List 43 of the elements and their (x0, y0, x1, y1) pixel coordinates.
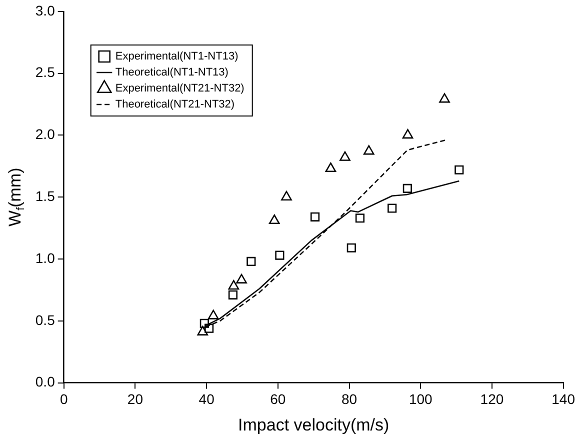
point (228, 290, 238, 300)
y-tick-label: 2.5 (35, 64, 56, 80)
legend-label: Experimental(NT1-NT13) (115, 50, 238, 63)
point (363, 145, 374, 155)
point (439, 93, 450, 103)
point (200, 318, 209, 328)
legend-label: Theoretical(NT21-NT32) (115, 98, 235, 111)
point (402, 129, 414, 139)
legend-label: Experimental(NT21-NT32) (115, 82, 244, 95)
point (281, 190, 292, 200)
point (236, 274, 247, 284)
y-tick-label: 0.0 (35, 374, 56, 390)
x-tick-label: 20 (127, 391, 144, 408)
point (355, 214, 365, 223)
y-axis-title: Wf(mm) (6, 168, 28, 226)
y-tick-label: 2.0 (35, 126, 56, 142)
point (197, 326, 208, 336)
point (310, 212, 320, 222)
point (275, 250, 284, 260)
point (402, 184, 412, 193)
y-tick-label: 1.5 (35, 188, 56, 204)
point (228, 280, 240, 290)
x-axis-title: Impact velocity(m/s) (238, 415, 390, 434)
x-tick-label: 0 (60, 391, 68, 408)
x-tick-label: 60 (270, 391, 286, 408)
point (268, 214, 280, 224)
point (246, 256, 256, 266)
point (388, 204, 397, 213)
point (204, 324, 214, 333)
point (346, 243, 356, 252)
x-tick-label: 100 (408, 391, 433, 408)
y-tick-label: 3.0 (35, 2, 56, 18)
point (340, 151, 350, 161)
point (325, 162, 336, 172)
legend-label: Theoretical(NT1-NT13) (115, 66, 228, 79)
x-tick-label: 140 (552, 391, 576, 408)
x-tick-label: 80 (341, 391, 358, 408)
x-tick-label: 120 (480, 391, 504, 408)
x-tick-label: 40 (198, 391, 215, 408)
y-tick-label: 1.0 (35, 250, 56, 266)
point (454, 165, 464, 174)
point (208, 310, 219, 320)
y-tick-label: 0.5 (35, 312, 56, 328)
